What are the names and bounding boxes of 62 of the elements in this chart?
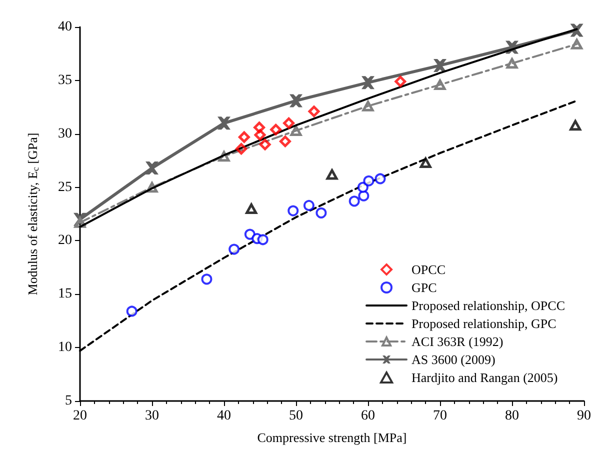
legend-label: Proposed relationship, OPCC xyxy=(412,298,566,313)
point xyxy=(283,117,295,129)
y-tick-label: 5 xyxy=(65,394,72,408)
x-tick-label: 40 xyxy=(217,408,231,424)
y-tick-label: 15 xyxy=(58,286,72,302)
point xyxy=(126,306,138,317)
legend-label: ACI 363R (1992) xyxy=(412,334,504,349)
point xyxy=(308,106,320,118)
point xyxy=(257,234,268,246)
y-tick-label: 35 xyxy=(58,72,72,88)
y-tick-label: 10 xyxy=(58,340,72,356)
point xyxy=(201,274,212,285)
point xyxy=(290,94,302,108)
x-tick-label: 70 xyxy=(433,408,447,424)
point xyxy=(218,116,230,130)
point xyxy=(259,138,271,150)
legend-label: AS 3600 (2009) xyxy=(412,352,496,367)
point xyxy=(246,203,258,214)
point xyxy=(270,124,282,136)
x-tick-label: 60 xyxy=(361,408,375,424)
y-tick-label: 30 xyxy=(58,126,72,142)
legend-label: Proposed relationship, GPC xyxy=(412,316,556,331)
x-axis-title: Compressive strength [MPa] xyxy=(257,430,407,445)
legend-label: GPC xyxy=(412,280,437,295)
y-tick-label: 25 xyxy=(58,180,72,195)
point xyxy=(279,136,291,148)
x-tick-label: 80 xyxy=(505,408,519,424)
point xyxy=(290,125,302,136)
point xyxy=(434,79,446,90)
point xyxy=(326,169,338,180)
point xyxy=(434,58,446,72)
x-tick-label: 30 xyxy=(145,408,159,424)
point xyxy=(316,207,327,218)
y-tick-label: 40 xyxy=(58,20,72,34)
x-tick-label: 20 xyxy=(73,408,87,424)
point xyxy=(146,162,158,175)
point xyxy=(570,24,584,37)
point xyxy=(420,157,432,168)
point xyxy=(570,120,582,131)
point xyxy=(254,122,266,134)
y-axis-title: Modulus of elasticity, Ec [GPa] xyxy=(25,132,40,296)
point xyxy=(506,58,518,69)
point xyxy=(238,131,250,143)
point xyxy=(362,76,374,90)
point xyxy=(394,76,406,88)
x-tick-label: 50 xyxy=(289,408,303,424)
point xyxy=(571,38,583,50)
point xyxy=(303,200,314,211)
point xyxy=(357,182,368,193)
y-tick-label: 20 xyxy=(58,233,72,248)
point xyxy=(363,175,374,186)
legend-label: Hardjito and Rangan (2005) xyxy=(412,370,558,385)
x-tick-label: 90 xyxy=(577,408,591,424)
point xyxy=(358,190,370,202)
point xyxy=(288,205,299,216)
point xyxy=(348,196,360,207)
legend-label: OPCC xyxy=(412,262,446,277)
point xyxy=(362,100,374,112)
point xyxy=(228,244,240,255)
point xyxy=(236,143,248,155)
point xyxy=(374,173,386,184)
point xyxy=(254,129,266,141)
